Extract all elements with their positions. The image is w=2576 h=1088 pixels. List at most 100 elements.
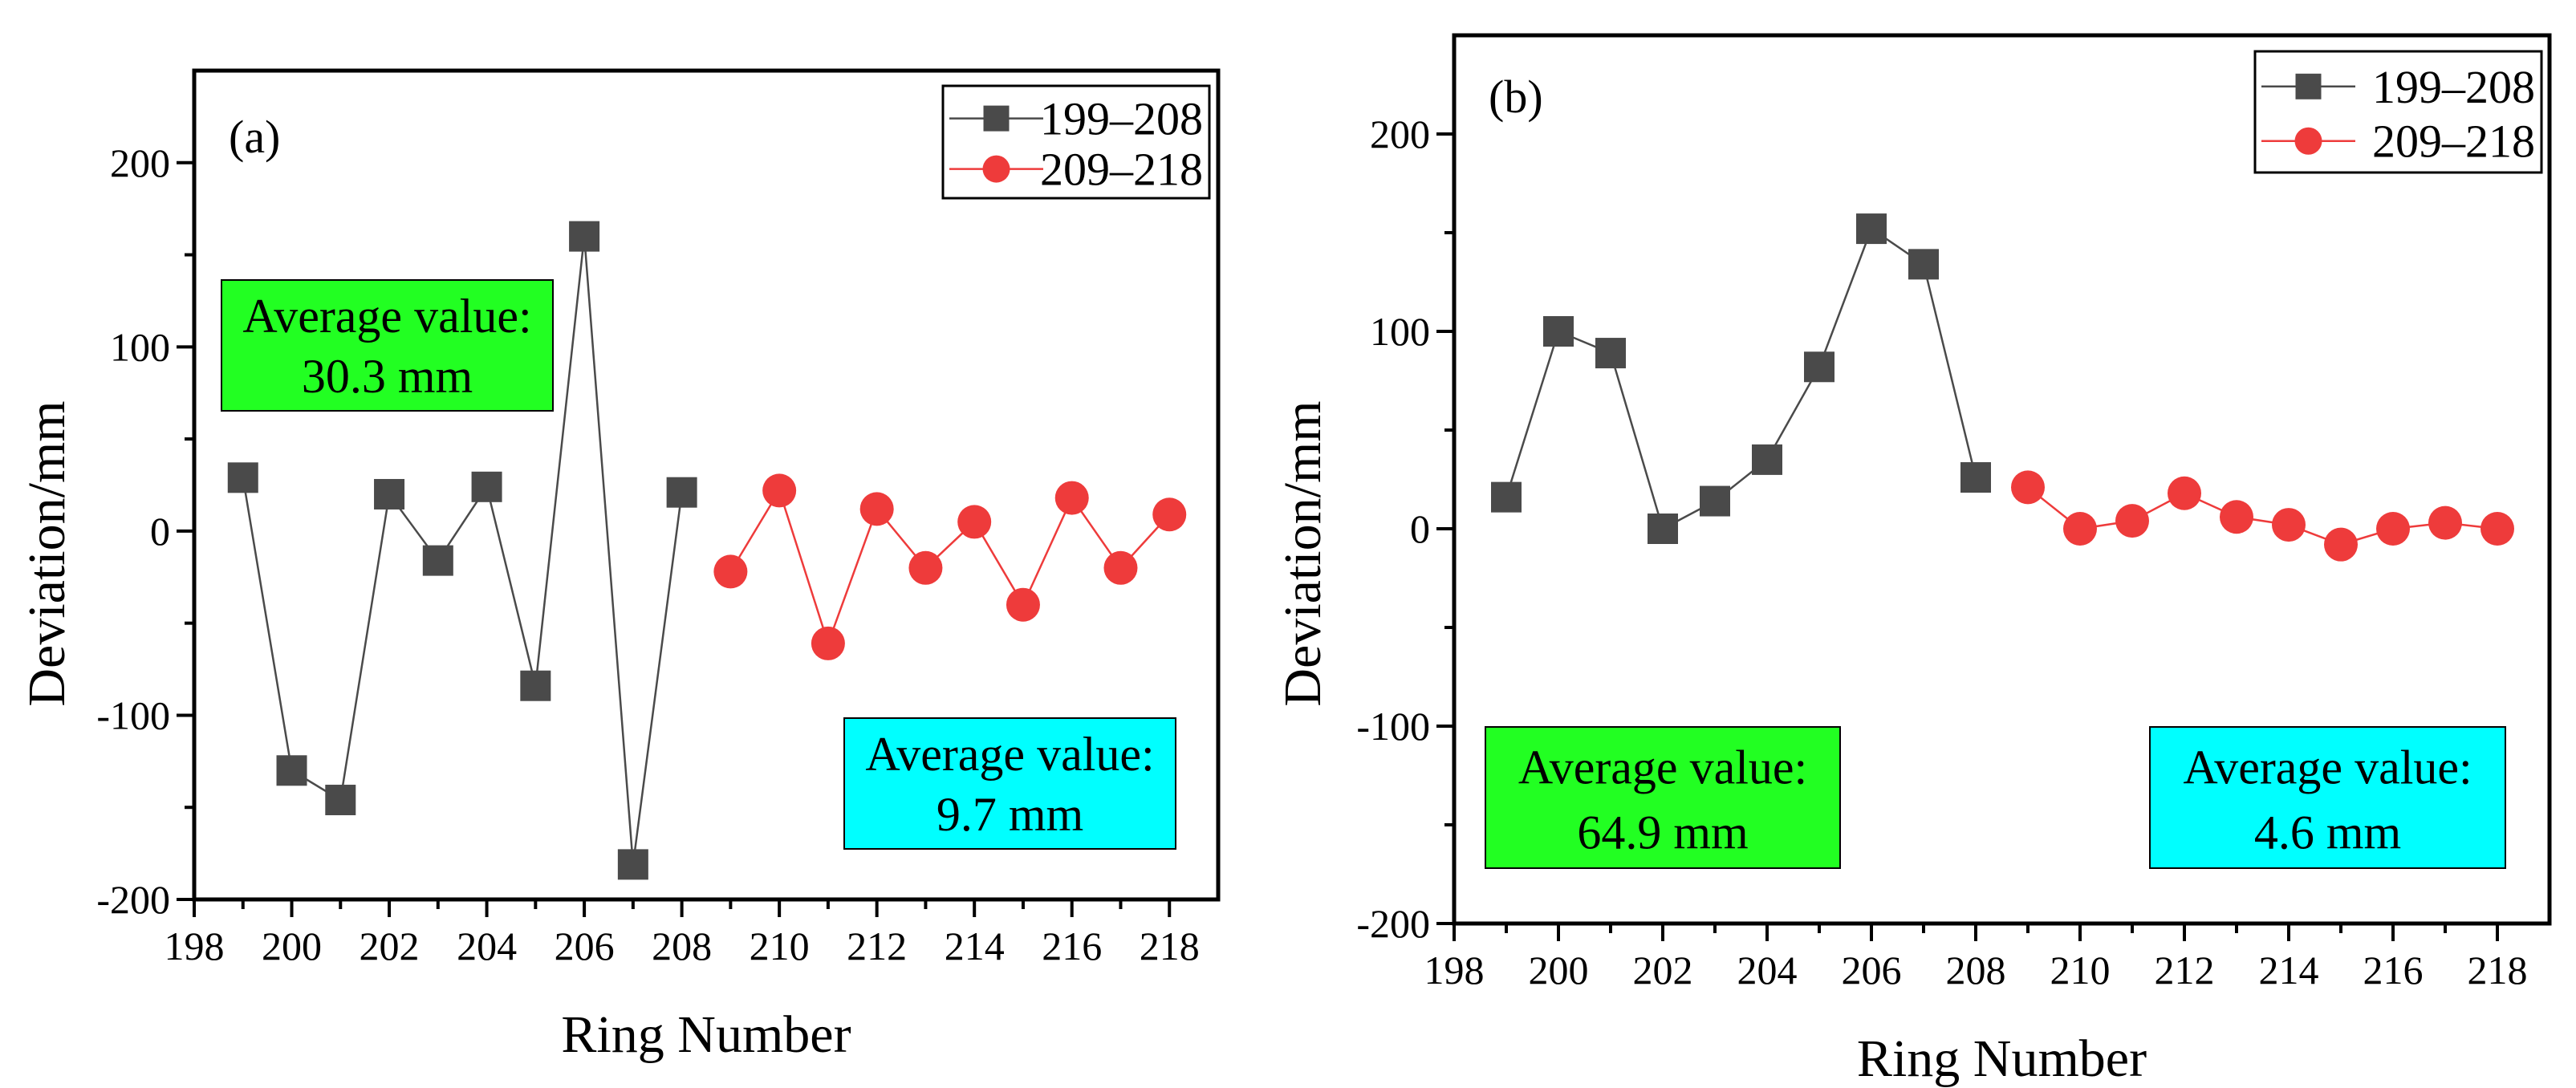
- x-axis-title: Ring Number: [1857, 1029, 2147, 1088]
- x-tick-label: 202: [360, 924, 420, 968]
- data-point-circle: [1054, 481, 1089, 515]
- x-tick-label: 218: [2468, 948, 2528, 993]
- annotation-line1: Average value:: [1518, 741, 1807, 794]
- legend-label: 209–218: [2372, 116, 2535, 168]
- annotation-box: [843, 717, 1176, 850]
- data-point-square: [520, 670, 551, 701]
- data-point-square: [227, 462, 258, 493]
- y-tick-label: -200: [96, 877, 170, 922]
- x-tick-label: 214: [2259, 948, 2319, 993]
- legend-label: 199–208: [1040, 93, 1203, 145]
- data-point-square: [1960, 462, 1991, 493]
- data-point-square: [374, 478, 405, 509]
- x-tick-label: 214: [945, 924, 1005, 968]
- y-axis-title: Deviation/mm: [1274, 400, 1332, 706]
- annotation-line2: 64.9 mm: [1577, 806, 1748, 859]
- data-point-circle: [2481, 512, 2514, 546]
- data-point-square: [666, 477, 697, 508]
- x-tick-label: 204: [457, 924, 517, 968]
- annotation-line1: Average value:: [2183, 741, 2472, 794]
- data-point-circle: [2115, 504, 2149, 538]
- data-point-square: [1752, 444, 1782, 475]
- legend-circle-marker: [2294, 127, 2322, 155]
- x-tick-label: 200: [262, 924, 322, 968]
- data-point-circle: [2272, 508, 2306, 542]
- x-tick-label: 198: [1424, 948, 1485, 993]
- data-point-circle: [811, 626, 845, 660]
- x-tick-label: 202: [1633, 948, 1693, 993]
- plot-frame: [1452, 33, 2552, 926]
- data-point-circle: [908, 550, 943, 585]
- series-1: [227, 221, 697, 880]
- series-1: [1491, 213, 1991, 544]
- data-point-circle: [2324, 527, 2358, 562]
- x-tick-label: 218: [1140, 924, 1200, 968]
- data-point-circle: [2220, 500, 2253, 534]
- data-point-circle: [2011, 470, 2045, 505]
- panel-label: (a): [229, 111, 280, 163]
- x-tick-label: 216: [1042, 924, 1102, 968]
- annotation-line2: 30.3 mm: [302, 350, 473, 403]
- data-point-square: [1700, 485, 1730, 517]
- data-point-circle: [2168, 476, 2201, 510]
- chart-panel-a: Average value: 30.3 mm Average value: 9.7 m…: [18, 68, 1221, 1064]
- y-axis-title: Deviation/mm: [18, 400, 76, 706]
- data-point-circle: [957, 505, 992, 539]
- data-point-circle: [1006, 587, 1040, 622]
- x-tick-label: 210: [2050, 948, 2111, 993]
- data-point-square: [471, 471, 502, 502]
- panel-label: (b): [1489, 71, 1543, 123]
- x-tick-label: 212: [847, 924, 907, 968]
- series-2: [2011, 470, 2514, 562]
- data-point-square: [1856, 213, 1887, 245]
- data-point-square: [1804, 351, 1834, 383]
- data-point-circle: [713, 554, 748, 589]
- data-point-square: [325, 785, 356, 816]
- data-point-circle: [2428, 505, 2462, 540]
- data-point-square: [422, 545, 453, 576]
- legend-square-marker: [2295, 73, 2322, 99]
- legend-box: [941, 84, 1211, 200]
- data-point-circle: [859, 492, 894, 526]
- data-point-square: [1908, 249, 1939, 280]
- data-point-square: [1648, 514, 1678, 544]
- annotation-line2: 9.7 mm: [937, 788, 1083, 841]
- x-tick-label: 212: [2155, 948, 2215, 993]
- data-point-circle: [2063, 512, 2097, 546]
- data-point-square: [569, 221, 600, 252]
- average-annotation: Average value: 9.7 mm: [843, 717, 1176, 850]
- legend-square-marker: [983, 105, 1010, 132]
- data-point-circle: [1103, 550, 1138, 585]
- x-tick-label: 208: [652, 924, 712, 968]
- data-point-square: [1543, 316, 1574, 347]
- annotation-box: [1485, 726, 1841, 869]
- y-tick-label: 0: [1410, 506, 1430, 551]
- x-tick-label: 208: [1946, 948, 2006, 993]
- x-tick-label: 200: [1529, 948, 1589, 993]
- series-line: [2027, 486, 2498, 546]
- data-point-square: [1491, 481, 1522, 513]
- legend-circle-marker: [982, 155, 1010, 183]
- data-point-square: [276, 755, 307, 786]
- y-tick-label: -200: [1356, 901, 1430, 946]
- data-point-square: [617, 849, 648, 880]
- y-tick-label: 100: [1370, 309, 1430, 354]
- series-line: [242, 236, 683, 865]
- x-tick-label: 198: [165, 924, 225, 968]
- y-tick-label: 0: [150, 509, 170, 554]
- x-tick-label: 210: [750, 924, 810, 968]
- data-point-circle: [762, 473, 797, 508]
- average-annotation: Average value: 4.6 mm: [2149, 726, 2506, 869]
- data-point-circle: [1152, 497, 1187, 532]
- y-tick-label: 200: [1370, 112, 1430, 156]
- annotation-box: [221, 279, 554, 412]
- y-tick-label: -100: [96, 692, 170, 737]
- series-line: [729, 488, 1171, 647]
- series-2: [713, 473, 1187, 660]
- plot-frame: [192, 68, 1221, 902]
- chart-panel-b: Average value: 64.9 mm Average value: 4.6 m…: [1274, 33, 2552, 1088]
- x-axis-title: Ring Number: [561, 1005, 851, 1064]
